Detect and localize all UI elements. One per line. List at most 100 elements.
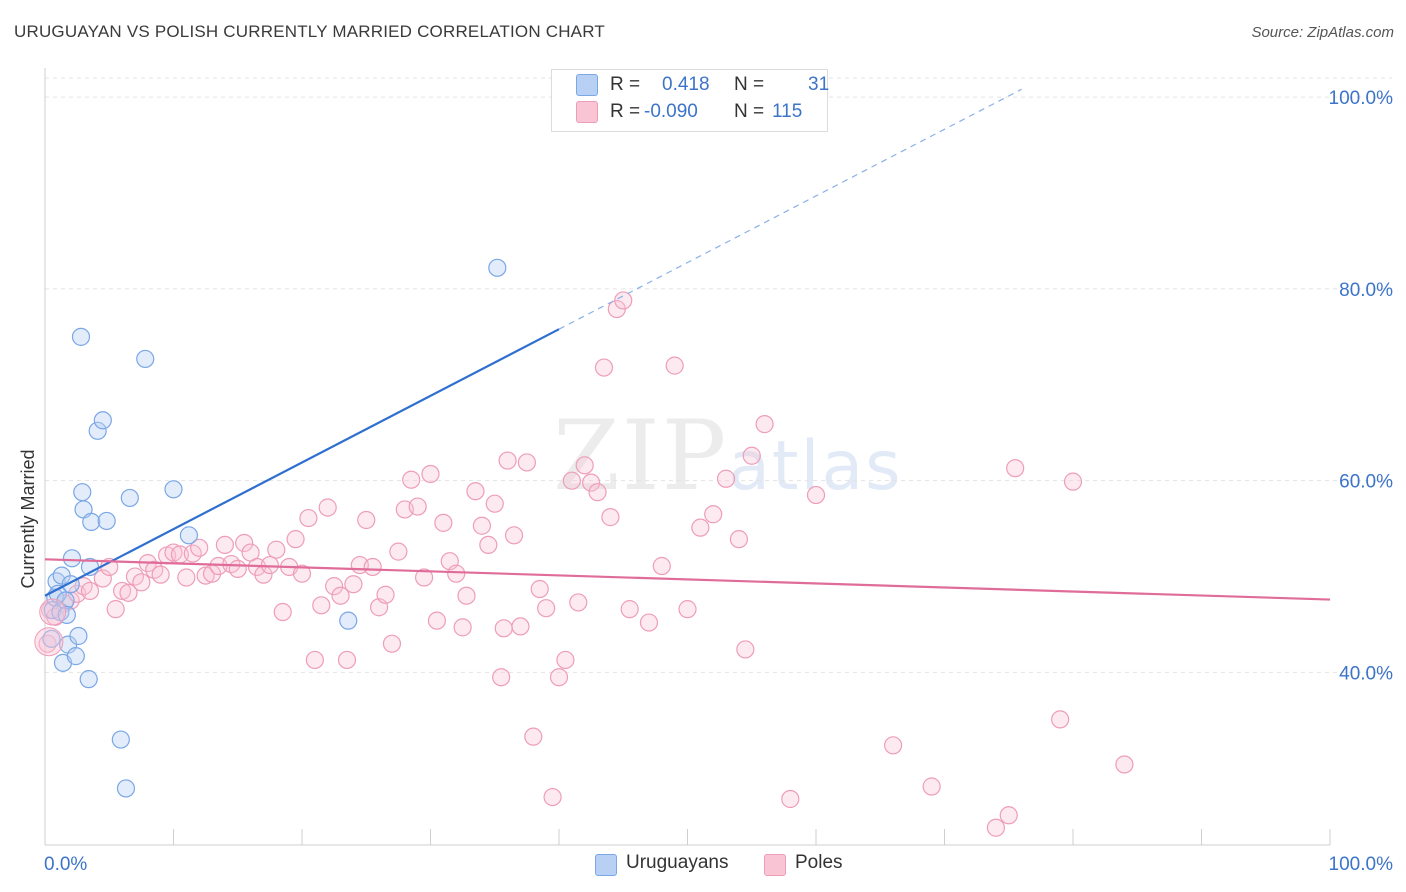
uruguayan-point [93,411,112,430]
watermark-atlas: atlas [728,427,903,506]
pole-point [34,627,64,657]
pole-point [652,556,671,576]
pole-point [215,535,234,555]
legend-swatch-poles [576,101,598,123]
x-tick-label: 0.0% [44,854,87,875]
pole-point [517,453,536,472]
pole-point [196,566,215,585]
pole-point [427,611,447,630]
bottom-legend-swatch-uruguayans [595,854,617,876]
pole-point [260,555,279,575]
pole-point [312,596,331,615]
pole-point [494,619,513,638]
pole-point [119,583,138,602]
legend-n-value: 115 [772,101,803,122]
pole-point [151,565,170,584]
pole-point [344,575,363,594]
uruguayan-point [73,483,92,502]
pole-point [639,613,659,632]
bottom-legend-label-uruguayans: Uruguayans [626,852,729,873]
pole-point [164,543,183,562]
pole-point [305,650,324,670]
legend-r-label: R = [610,74,641,95]
pole-point [357,510,376,530]
pole-point [132,573,151,592]
pole-point [363,557,382,577]
pole-point [286,530,305,549]
x-tick-label: 100.0% [1329,854,1394,875]
pole-point [1063,472,1083,491]
pole-point [414,568,434,587]
pole-point [883,736,903,755]
legend-n-value: 31 [808,74,830,95]
uruguayan-point [88,421,107,440]
uruguayan-point [69,626,88,646]
pole-point [453,618,472,637]
pole-point [537,599,556,618]
pole-point [498,451,517,470]
y-tick-label: 60.0% [1339,472,1393,493]
pole-point [575,456,594,475]
pole-point [716,469,736,488]
pole-point [331,586,350,605]
uruguayan-point [339,611,358,630]
pole-point [1051,710,1070,729]
uruguayan-point [116,779,136,798]
pole-point [479,535,498,555]
pole-point [549,668,569,687]
pole-point [742,446,761,465]
pole-point [556,650,575,670]
pole-point [806,485,826,505]
y-tick-label: 80.0% [1339,280,1393,301]
y-tick-label: 100.0% [1329,88,1394,109]
pole-point [729,530,749,549]
pole-point [665,356,684,375]
legend-swatch-uruguayans [576,74,598,96]
pole-point [543,787,562,807]
pole-point [594,358,614,377]
pole-point [582,473,601,492]
uruguayan-point [120,488,139,508]
pole-point [325,577,344,596]
chart-title: URUGUAYAN VS POLISH CURRENTLY MARRIED CO… [14,22,605,41]
uruguayan-point [164,480,183,499]
pole-point [382,634,402,653]
pole-point [93,569,112,588]
uruguayans-trend-extension [558,88,1022,330]
pole-point [421,464,440,484]
pole-point [273,602,292,622]
uruguayan-point [71,327,91,346]
uruguayan-point [488,258,507,277]
pole-point [472,516,491,535]
pole-point [511,617,530,636]
bottom-legend-swatch-poles [764,854,786,876]
pole-point [190,538,209,557]
legend-n-label: N = [734,101,765,122]
uruguayan-point [57,605,76,625]
pole-point [922,777,941,796]
pole-point [112,581,132,601]
uruguayan-point [42,629,61,648]
pole-point [106,600,125,619]
pole-point [447,564,466,583]
uruguayan-point [62,549,82,568]
pole-point [999,806,1018,825]
pole-point [704,505,723,524]
pole-point [562,471,581,490]
pole-point [569,593,588,612]
legend-r-label: R = [610,101,641,122]
pole-point [177,568,196,587]
pole-point [678,600,697,619]
pole-point [299,508,318,528]
pole-point [337,650,357,670]
source-label: Source: ZipAtlas.com [1251,24,1394,41]
pole-point [601,508,620,527]
legend: R = 0.418 N = 31 R = -0.090 N = 115 [551,69,830,132]
legend-r-value: 0.418 [662,74,710,95]
uruguayan-point [82,512,101,532]
pole-point [376,585,395,604]
watermark-zip: ZIP [553,400,729,512]
pole-point [755,415,774,434]
y-tick-label: 40.0% [1339,663,1393,684]
